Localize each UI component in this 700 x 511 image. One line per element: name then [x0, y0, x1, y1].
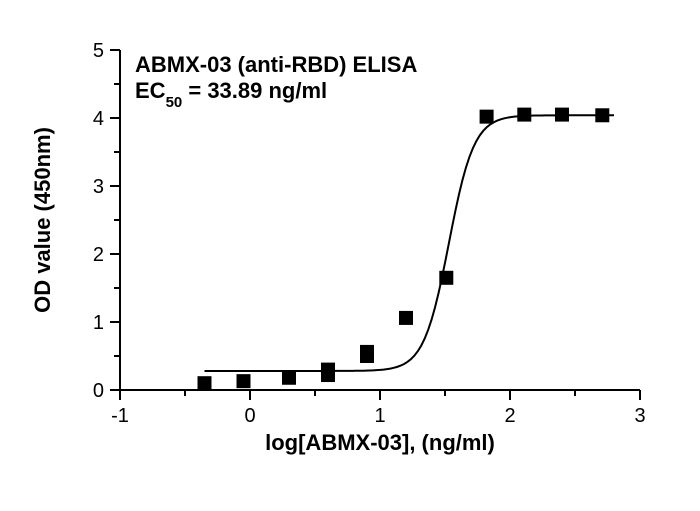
chart-title-line2: EC50 = 33.89 ng/ml: [135, 78, 327, 111]
x-tick-label: 0: [244, 405, 255, 427]
y-tick-label: 5: [93, 40, 104, 62]
fit-curve: [205, 115, 615, 371]
data-marker: [198, 376, 212, 390]
x-tick-label: 2: [504, 405, 515, 427]
data-marker: [480, 110, 494, 124]
data-marker: [595, 108, 609, 122]
data-marker: [517, 108, 531, 122]
y-tick-label: 1: [93, 312, 104, 334]
x-tick-label: 3: [634, 405, 645, 427]
x-tick-label: -1: [111, 405, 129, 427]
y-tick-label: 3: [93, 176, 104, 198]
x-tick-label: 1: [374, 405, 385, 427]
data-marker: [237, 374, 251, 388]
elisa-chart: 0 1 2 3 4 5 -1 0 1 2 3 log[ABMX-03], (ng/ml) OD valu…: [0, 0, 700, 511]
x-axis-label: log[ABMX-03], (ng/ml): [265, 430, 495, 455]
chart-svg: 0 1 2 3 4 5 -1 0 1 2 3 log[ABMX-03], (ng/ml) OD valu…: [0, 0, 700, 511]
data-marker: [282, 371, 296, 385]
y-tick-label: 4: [93, 108, 104, 130]
data-marker: [321, 363, 335, 377]
data-marker: [399, 311, 413, 325]
y-tick-label: 0: [93, 380, 104, 402]
chart-title-line1: ABMX-03 (anti-RBD) ELISA: [135, 52, 417, 77]
y-tick-label: 2: [93, 244, 104, 266]
data-marker: [555, 108, 569, 122]
data-marker: [439, 271, 453, 285]
data-marker: [360, 345, 374, 359]
y-axis-label: OD value (450nm): [30, 127, 55, 313]
